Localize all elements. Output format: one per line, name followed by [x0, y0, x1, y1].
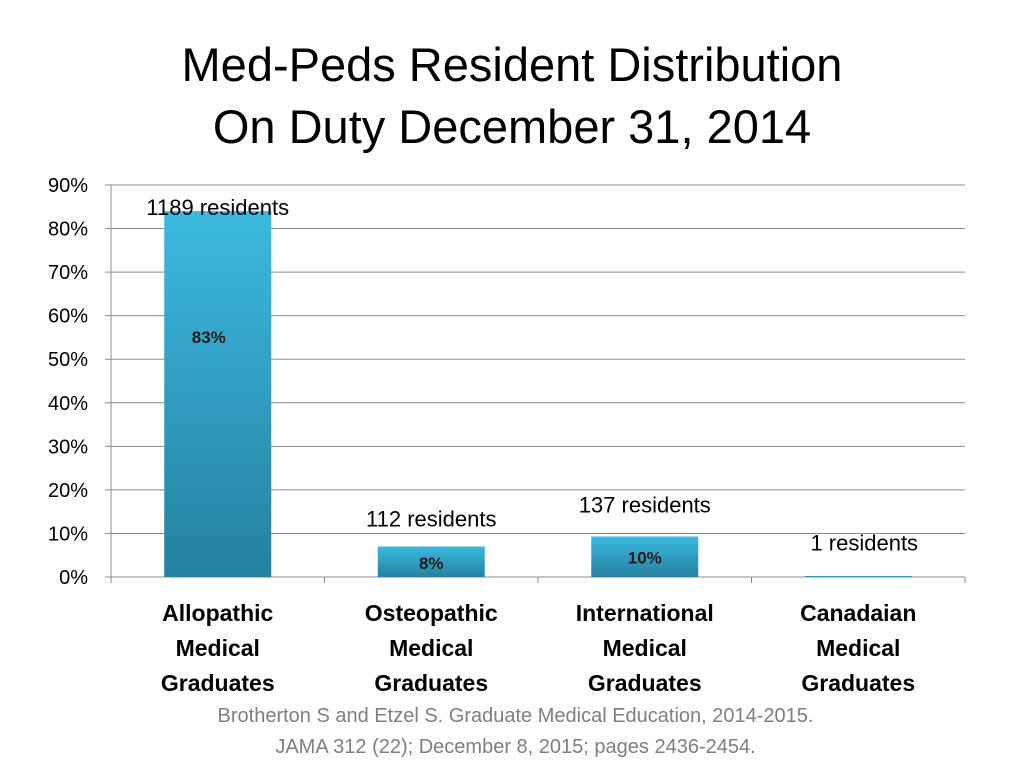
bar-annotation: 137 residents [579, 492, 711, 517]
bar-data-label: 83% [192, 328, 226, 347]
x-category-label: Medical [603, 635, 687, 661]
bar-annotation: 112 residents [366, 507, 496, 532]
y-tick-label: 80% [48, 219, 88, 241]
bar-annotation: 1189 residents [146, 195, 289, 220]
x-category-label: Canadaian [800, 600, 916, 626]
y-tick-label: 10% [48, 523, 88, 545]
bar [591, 536, 699, 577]
y-tick-label: 40% [48, 393, 88, 415]
x-category-label: Graduates [801, 670, 915, 696]
x-category-label: Graduates [588, 670, 702, 696]
y-tick-label: 50% [48, 349, 88, 371]
y-tick-label: 20% [48, 480, 88, 502]
x-category-label: Medical [816, 635, 900, 661]
y-tick-label: 30% [48, 436, 88, 458]
x-category-label: Graduates [161, 670, 275, 696]
chart-title-line-1: Med-Peds Resident Distribution [181, 38, 843, 91]
chart-title-line-2: On Duty December 31, 2014 [212, 100, 812, 153]
bar [804, 576, 912, 577]
bar-annotation: 1 residents [810, 531, 918, 556]
bar [164, 211, 272, 577]
y-tick-label: 70% [48, 262, 88, 284]
x-category-label: Medical [176, 635, 260, 661]
bar-data-label: 10% [628, 549, 662, 568]
source-citation-line-1: Brotherton S and Etzel S. Graduate Medic… [217, 705, 814, 727]
y-tick-label: 90% [48, 175, 88, 197]
x-category-label: Medical [389, 635, 473, 661]
bar [377, 546, 485, 577]
x-category-label: Osteopathic [365, 600, 498, 626]
chart-title: Med-Peds Resident Distribution On Duty D… [0, 34, 1024, 158]
source-citation-line-2: JAMA 312 (22); December 8, 2015; pages 2… [275, 736, 756, 758]
y-tick-label: 0% [59, 567, 88, 589]
x-category-label: International [576, 600, 714, 626]
y-tick-label: 60% [48, 306, 88, 328]
x-category-label: Graduates [374, 670, 488, 696]
x-category-label: Allopathic [162, 600, 273, 626]
bar-data-label: 8% [419, 554, 444, 573]
